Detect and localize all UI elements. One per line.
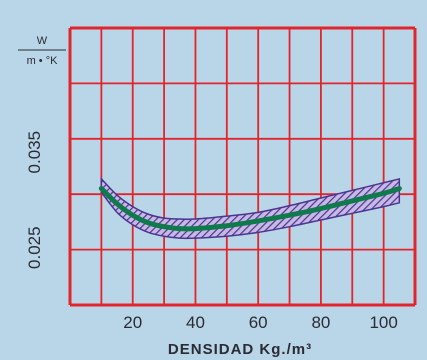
confidence-band-outline [100,177,401,240]
x-tick-label: 60 [249,313,268,332]
x-tick-label: 80 [311,313,330,332]
confidence-band [101,178,400,239]
y-tick-label: 0.035 [25,131,44,174]
x-tick-labels: 20 40 60 80 100 [123,313,398,332]
x-tick-label: 40 [186,313,205,332]
grid [68,26,417,307]
y-unit-denominator: m • °K [27,55,59,67]
y-tick-label: 0.025 [25,226,44,269]
x-tick-label: 20 [123,313,142,332]
y-tick-labels: 0.025 0.035 [25,131,44,269]
y-unit-numerator: W [37,35,48,47]
x-tick-label: 100 [369,313,397,332]
series-line [98,185,402,232]
plot-area [70,28,415,305]
y-axis-unit: W m • °K [18,35,66,67]
x-axis-label: DENSIDAD Kg./m³ [168,341,312,358]
